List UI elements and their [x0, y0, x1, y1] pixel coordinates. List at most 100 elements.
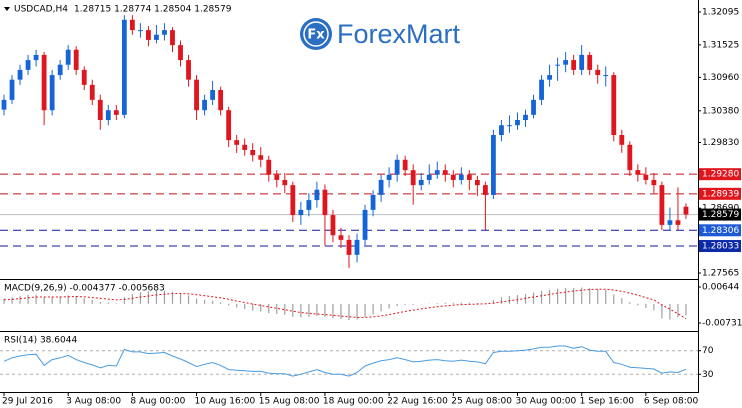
- y-tick-label: 1.30960: [702, 73, 739, 83]
- candle-body: [146, 30, 151, 40]
- x-tick-label: 25 Aug 08:00: [451, 397, 512, 407]
- y-tick-label: 1.30380: [702, 106, 739, 116]
- candle-body: [194, 79, 199, 111]
- level-label-box: [699, 168, 741, 181]
- candle-body: [354, 239, 360, 255]
- candle-body: [154, 34, 159, 40]
- level-label: 1.28306: [702, 226, 739, 236]
- candle-body: [667, 220, 673, 225]
- candle-body: [442, 170, 448, 175]
- y-tick-label: -0.007319: [702, 318, 742, 328]
- level-label: 1.29280: [702, 170, 739, 180]
- candle-body: [73, 49, 79, 70]
- candle-body: [611, 75, 617, 135]
- candle-body: [619, 134, 625, 145]
- candle-body: [643, 174, 649, 180]
- x-tick-label: 1 Sep 16:00: [580, 397, 635, 407]
- candle-body: [65, 49, 71, 65]
- candle-body: [17, 69, 23, 80]
- x-tick-label: 6 Sep 08:00: [644, 397, 699, 407]
- pane-title: RSI(14) 38.6044: [4, 336, 77, 346]
- y-tick-label: 1.29830: [702, 138, 739, 148]
- candle-body: [499, 125, 504, 135]
- candle-body: [314, 189, 320, 201]
- candle-body: [330, 215, 336, 236]
- logo-text: ForexMart: [337, 19, 461, 49]
- candle-body: [587, 54, 593, 70]
- level-label: 1.28033: [702, 242, 739, 252]
- level-label: 1.28939: [702, 189, 739, 199]
- candle-body: [202, 99, 207, 111]
- level-label-box: [699, 208, 741, 221]
- candle-body: [491, 134, 496, 195]
- signal-line: [3, 288, 687, 320]
- ohlc-text: 1.28715 1.28774 1.28504 1.28579: [74, 5, 232, 15]
- x-tick-label: 15 Aug 08:00: [259, 397, 320, 407]
- candle-body: [242, 144, 248, 150]
- candle-body: [539, 79, 544, 100]
- pane-title: MACD(9,26,9) -0.004377 -0.005683: [4, 284, 165, 294]
- candle-body: [683, 206, 689, 215]
- candle-body: [466, 174, 472, 180]
- candle-body: [458, 174, 464, 180]
- candle-body: [418, 179, 424, 186]
- x-tick-label: 29 Jul 2016: [2, 397, 53, 407]
- candle-body: [298, 209, 304, 216]
- candle-body: [129, 19, 135, 31]
- candle-body: [394, 159, 400, 175]
- candle-body: [370, 194, 376, 210]
- candle-body: [651, 179, 657, 186]
- y-tick-label: 0.00644: [702, 282, 739, 292]
- candle-body: [426, 174, 432, 180]
- candle-body: [434, 170, 440, 175]
- candle-body: [450, 174, 456, 180]
- candle-body: [89, 84, 95, 100]
- candle-body: [234, 140, 240, 145]
- candle-body: [113, 110, 119, 115]
- candle-body: [402, 159, 408, 171]
- candle-body: [563, 60, 569, 65]
- candle-body: [1, 99, 7, 110]
- logo-ring: [303, 21, 329, 47]
- candle-body: [178, 45, 183, 61]
- x-tick-label: 18 Aug 00:00: [323, 397, 384, 407]
- candle-body: [675, 220, 681, 225]
- candle-body: [378, 179, 384, 195]
- candle-body: [338, 235, 344, 240]
- level-label: 1.28579: [702, 210, 739, 220]
- candle-body: [210, 90, 216, 100]
- x-tick-label: 10 Aug 16:00: [195, 397, 256, 407]
- symbol-marker: [4, 7, 10, 11]
- candle-body: [482, 185, 488, 195]
- candle-body: [410, 170, 416, 186]
- candle-body: [531, 99, 536, 115]
- candle-body: [250, 149, 256, 156]
- candle-body: [322, 189, 328, 216]
- candle-body: [571, 60, 577, 70]
- candle-body: [186, 60, 191, 80]
- candle-body: [659, 185, 665, 225]
- y-tick-label: 1.31525: [702, 40, 739, 50]
- x-tick-label: 8 Aug 00:00: [130, 397, 185, 407]
- candle-body: [162, 30, 167, 35]
- candle-body: [579, 54, 585, 70]
- candle-body: [266, 159, 272, 175]
- candle-body: [603, 75, 609, 77]
- candle-body: [547, 75, 552, 80]
- candle-body: [226, 110, 232, 141]
- candle-body: [282, 179, 288, 186]
- logo-icon-text: Fx: [307, 28, 325, 43]
- candle-body: [218, 90, 224, 111]
- candle-body: [290, 185, 296, 216]
- rsi-line: [3, 345, 687, 377]
- x-tick-label: 30 Aug 00:00: [515, 397, 576, 407]
- y-tick-label: 1.32095: [702, 7, 739, 17]
- candle-body: [474, 179, 480, 186]
- y-tick-label: 70: [702, 346, 714, 356]
- y-tick-label: 30: [702, 370, 714, 380]
- logo: Fx ForexMart: [300, 18, 461, 50]
- x-tick-label: 3 Aug 08:00: [66, 397, 121, 407]
- candle-body: [346, 239, 352, 255]
- candle-body: [635, 170, 641, 175]
